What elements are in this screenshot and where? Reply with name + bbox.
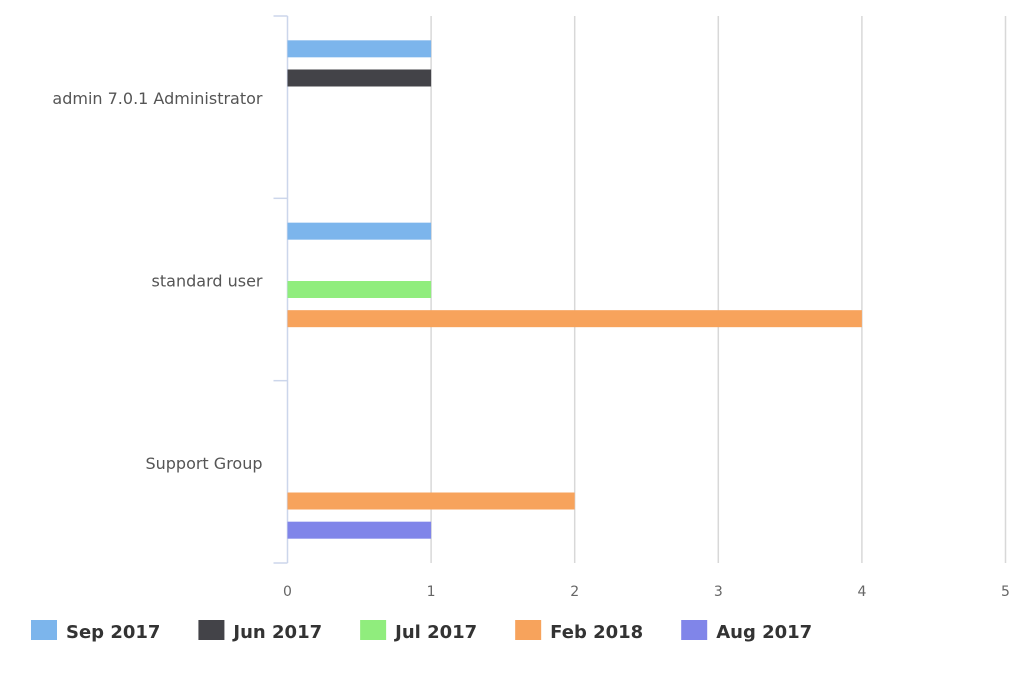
x-tick-label: 3 xyxy=(714,584,723,600)
legend-swatch xyxy=(198,620,225,640)
x-tick-label: 1 xyxy=(427,584,436,600)
legend-swatch xyxy=(515,620,542,640)
x-tick-label: 0 xyxy=(283,584,292,600)
bar[interactable] xyxy=(287,40,432,58)
x-tick-label: 5 xyxy=(1001,584,1010,600)
legend-item[interactable]: Aug 2017 xyxy=(681,620,812,643)
bars xyxy=(287,40,862,539)
bar[interactable] xyxy=(287,521,432,539)
legend-swatch xyxy=(681,620,708,640)
bar[interactable] xyxy=(287,492,575,510)
x-tick-label: 4 xyxy=(857,584,866,600)
legend-label: Jun 2017 xyxy=(231,622,322,643)
legend-swatch xyxy=(31,620,57,640)
bar[interactable] xyxy=(287,222,432,240)
bar[interactable] xyxy=(287,310,862,328)
value-axis-ticks: 0 1 2 3 4 5 xyxy=(283,584,1010,600)
legend[interactable]: Sep 2017 Jun 2017 Jul 2017 Feb 2018 Aug 2017 xyxy=(31,620,812,643)
legend-label: Aug 2017 xyxy=(716,622,812,643)
category-label: standard user xyxy=(152,272,263,291)
category-axis: admin 7.0.1 Administrator standard user Su… xyxy=(52,15,289,564)
grid-lines xyxy=(430,16,1007,563)
category-label: admin 7.0.1 Administrator xyxy=(52,89,263,108)
bar[interactable] xyxy=(287,281,432,298)
legend-label: Feb 2018 xyxy=(550,622,643,643)
legend-item[interactable]: Feb 2018 xyxy=(515,620,643,643)
category-label: Support Group xyxy=(145,454,262,473)
legend-item[interactable]: Jun 2017 xyxy=(198,620,322,643)
x-tick-label: 2 xyxy=(570,584,579,600)
legend-item[interactable]: Jul 2017 xyxy=(360,620,477,643)
legend-swatch xyxy=(360,620,387,640)
legend-label: Jul 2017 xyxy=(393,622,477,643)
bar[interactable] xyxy=(287,69,432,87)
legend-item[interactable]: Sep 2017 xyxy=(31,620,160,643)
legend-label: Sep 2017 xyxy=(66,622,160,643)
